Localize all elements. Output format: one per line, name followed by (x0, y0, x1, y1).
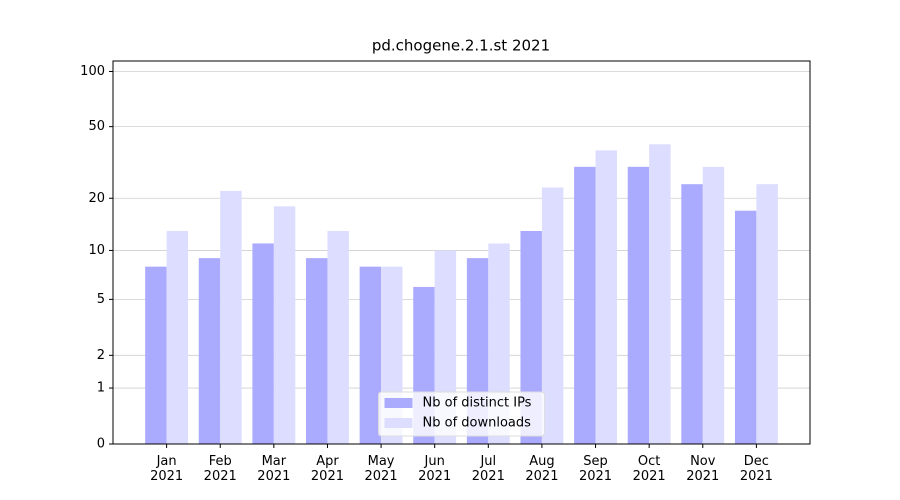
x-tick-label: Dec 2021 (740, 454, 773, 484)
x-tick-label: Feb 2021 (204, 454, 237, 484)
x-tick-label: Jun 2021 (418, 454, 451, 484)
x-tick-label: Aug 2021 (525, 454, 558, 484)
bar (627, 166, 650, 444)
x-tick-label: Oct 2021 (633, 454, 666, 484)
legend-swatch (384, 418, 413, 428)
y-tick-label: 2 (97, 348, 105, 363)
legend: Nb of distinct IPs Nb of downloads (378, 391, 545, 437)
bar (756, 184, 778, 444)
legend-swatch (384, 398, 413, 408)
y-tick-label: 50 (88, 119, 105, 134)
bar (145, 266, 167, 444)
bar (574, 166, 596, 444)
bar (649, 144, 671, 444)
x-tick-label: Apr 2021 (311, 454, 344, 484)
y-tick-label: 0 (97, 437, 105, 452)
x-tick-label: Nov 2021 (686, 454, 719, 484)
y-tick-label: 1 (97, 381, 105, 396)
y-tick-label: 20 (88, 191, 105, 206)
bar (359, 266, 382, 444)
bar (541, 187, 564, 445)
bar (166, 230, 189, 444)
y-tick-label: 100 (80, 64, 105, 79)
bar (273, 206, 296, 444)
y-tick-label: 10 (88, 243, 105, 258)
bar (220, 190, 242, 444)
bar (702, 166, 725, 444)
x-tick-label: Jul 2021 (472, 454, 505, 484)
legend-label: Nb of downloads (423, 416, 532, 431)
x-tick-label: May 2021 (365, 454, 398, 484)
bar (520, 230, 542, 444)
x-tick-label: Jan 2021 (150, 454, 183, 484)
bar (198, 258, 221, 444)
x-tick-label: Sep 2021 (579, 454, 612, 484)
chart-title: pd.chogene.2.1.st 2021 (372, 37, 550, 55)
legend-box (378, 391, 545, 437)
axes-frame (112, 60, 811, 445)
bar (306, 258, 328, 444)
x-tick-label: Mar 2021 (257, 454, 290, 484)
bar (734, 210, 757, 444)
bar (595, 150, 617, 444)
bar (327, 230, 349, 444)
bar (681, 184, 703, 444)
legend-label: Nb of distinct IPs (423, 396, 532, 411)
bar (252, 243, 274, 444)
y-tick-label: 5 (97, 292, 105, 307)
